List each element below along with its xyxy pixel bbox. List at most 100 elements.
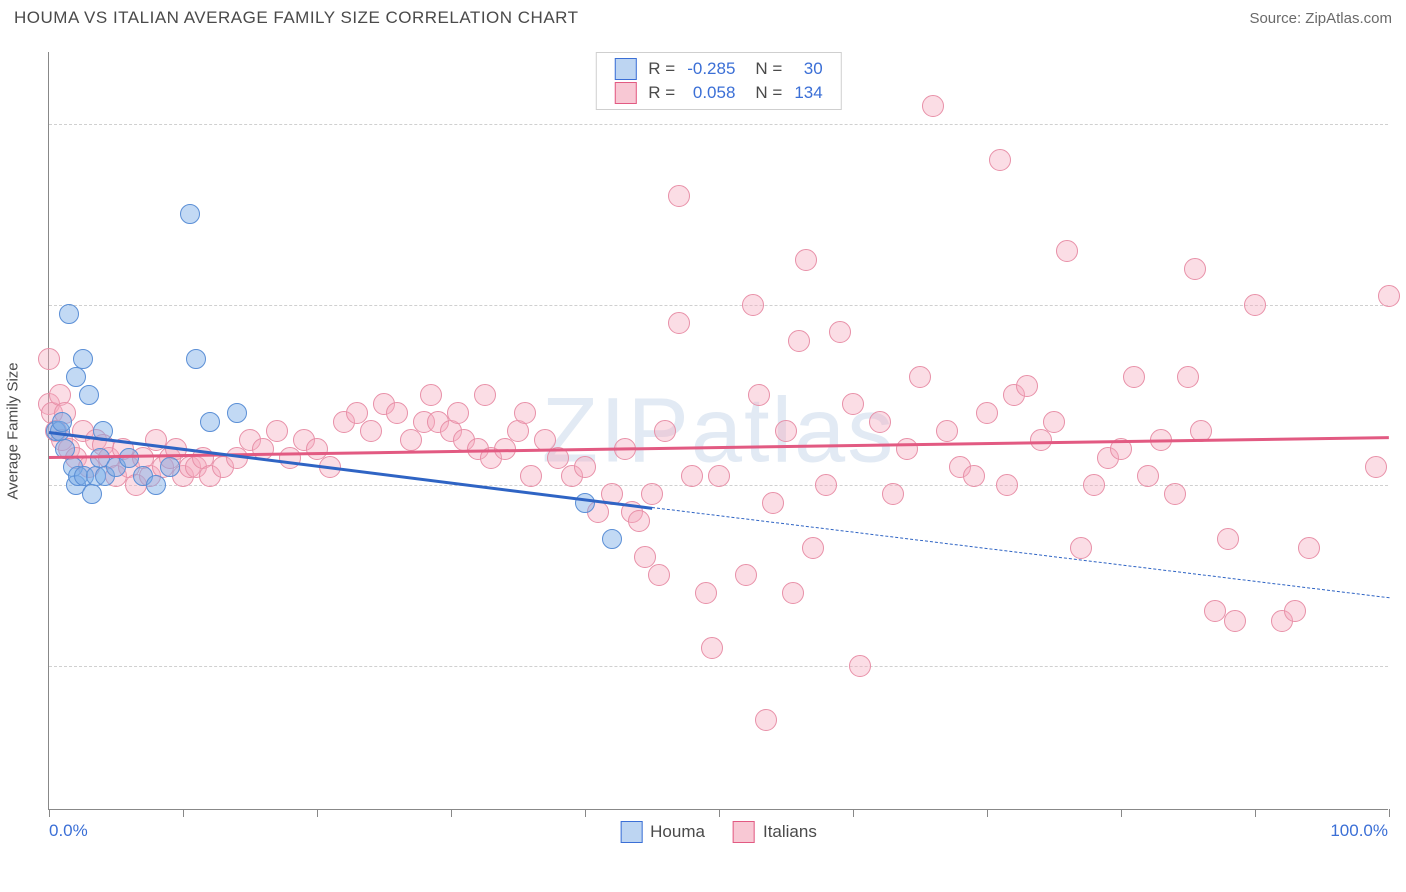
gridline [49, 305, 1388, 306]
data-point-italians [1043, 411, 1065, 433]
data-point-houma [227, 403, 247, 423]
data-point-italians [755, 709, 777, 731]
data-point-italians [520, 465, 542, 487]
legend-stats-row: R =-0.285N =30 [608, 57, 828, 81]
data-point-italians [976, 402, 998, 424]
data-point-italians [775, 420, 797, 442]
data-point-houma [160, 457, 180, 477]
x-tick [1255, 809, 1256, 817]
x-tick [585, 809, 586, 817]
data-point-italians [266, 420, 288, 442]
source-label: Source: ZipAtlas.com [1249, 10, 1392, 27]
x-tick [1389, 809, 1390, 817]
data-point-houma [602, 529, 622, 549]
data-point-italians [641, 483, 663, 505]
x-tick [1121, 809, 1122, 817]
data-point-italians [400, 429, 422, 451]
data-point-italians [574, 456, 596, 478]
data-point-houma [146, 475, 166, 495]
data-point-italians [963, 465, 985, 487]
legend-stats-row: R =0.058N =134 [608, 81, 828, 105]
trend-line [652, 507, 1389, 598]
data-point-italians [447, 402, 469, 424]
data-point-italians [1244, 294, 1266, 316]
data-point-italians [279, 447, 301, 469]
data-point-italians [849, 655, 871, 677]
y-tick-label: 2.00 [1392, 656, 1406, 676]
y-axis-title: Average Family Size [5, 362, 22, 499]
data-point-italians [1030, 429, 1052, 451]
x-tick [987, 809, 988, 817]
data-point-houma [59, 304, 79, 324]
legend-series: Houma Italians [620, 821, 817, 843]
x-tick [183, 809, 184, 817]
data-point-italians [695, 582, 717, 604]
data-point-houma [73, 349, 93, 369]
x-tick [451, 809, 452, 817]
legend-item: Houma [620, 821, 705, 843]
data-point-italians [1184, 258, 1206, 280]
data-point-italians [742, 294, 764, 316]
data-point-italians [1365, 456, 1387, 478]
data-point-italians [989, 149, 1011, 171]
data-point-italians [762, 492, 784, 514]
data-point-italians [386, 402, 408, 424]
x-tick [317, 809, 318, 817]
x-tick [719, 809, 720, 817]
data-point-italians [788, 330, 810, 352]
data-point-italians [474, 384, 496, 406]
data-point-italians [1164, 483, 1186, 505]
data-point-italians [1224, 610, 1246, 632]
correlation-chart: Average Family Size ZIPatlas R =-0.285N … [48, 52, 1388, 810]
data-point-italians [514, 402, 536, 424]
data-point-italians [1083, 474, 1105, 496]
legend-item: Italians [733, 821, 817, 843]
data-point-italians [815, 474, 837, 496]
data-point-italians [922, 95, 944, 117]
data-point-italians [628, 510, 650, 532]
data-point-italians [360, 420, 382, 442]
x-axis-max-label: 100.0% [1330, 821, 1388, 841]
data-point-italians [1137, 465, 1159, 487]
data-point-italians [1123, 366, 1145, 388]
data-point-houma [180, 204, 200, 224]
data-point-italians [701, 637, 723, 659]
data-point-italians [996, 474, 1018, 496]
data-point-italians [708, 465, 730, 487]
data-point-italians [869, 411, 891, 433]
y-tick-label: 3.00 [1392, 475, 1406, 495]
x-tick [49, 809, 50, 817]
data-point-italians [748, 384, 770, 406]
data-point-italians [936, 420, 958, 442]
data-point-houma [186, 349, 206, 369]
data-point-houma [575, 493, 595, 513]
data-point-italians [909, 366, 931, 388]
data-point-italians [648, 564, 670, 586]
data-point-houma [200, 412, 220, 432]
data-point-italians [1177, 366, 1199, 388]
data-point-houma [82, 484, 102, 504]
data-point-italians [1056, 240, 1078, 262]
y-tick-label: 5.00 [1392, 114, 1406, 134]
gridline [49, 124, 1388, 125]
data-point-italians [782, 582, 804, 604]
legend-stats: R =-0.285N =30R =0.058N =134 [595, 52, 841, 110]
data-point-italians [795, 249, 817, 271]
data-point-italians [1016, 375, 1038, 397]
data-point-italians [38, 348, 60, 370]
data-point-houma [79, 385, 99, 405]
data-point-italians [668, 185, 690, 207]
data-point-italians [1298, 537, 1320, 559]
data-point-italians [654, 420, 676, 442]
data-point-italians [1284, 600, 1306, 622]
data-point-houma [66, 367, 86, 387]
data-point-italians [735, 564, 757, 586]
data-point-houma [52, 412, 72, 432]
data-point-italians [842, 393, 864, 415]
data-point-italians [1217, 528, 1239, 550]
data-point-italians [668, 312, 690, 334]
data-point-italians [802, 537, 824, 559]
data-point-italians [896, 438, 918, 460]
data-point-houma [119, 448, 139, 468]
data-point-italians [829, 321, 851, 343]
